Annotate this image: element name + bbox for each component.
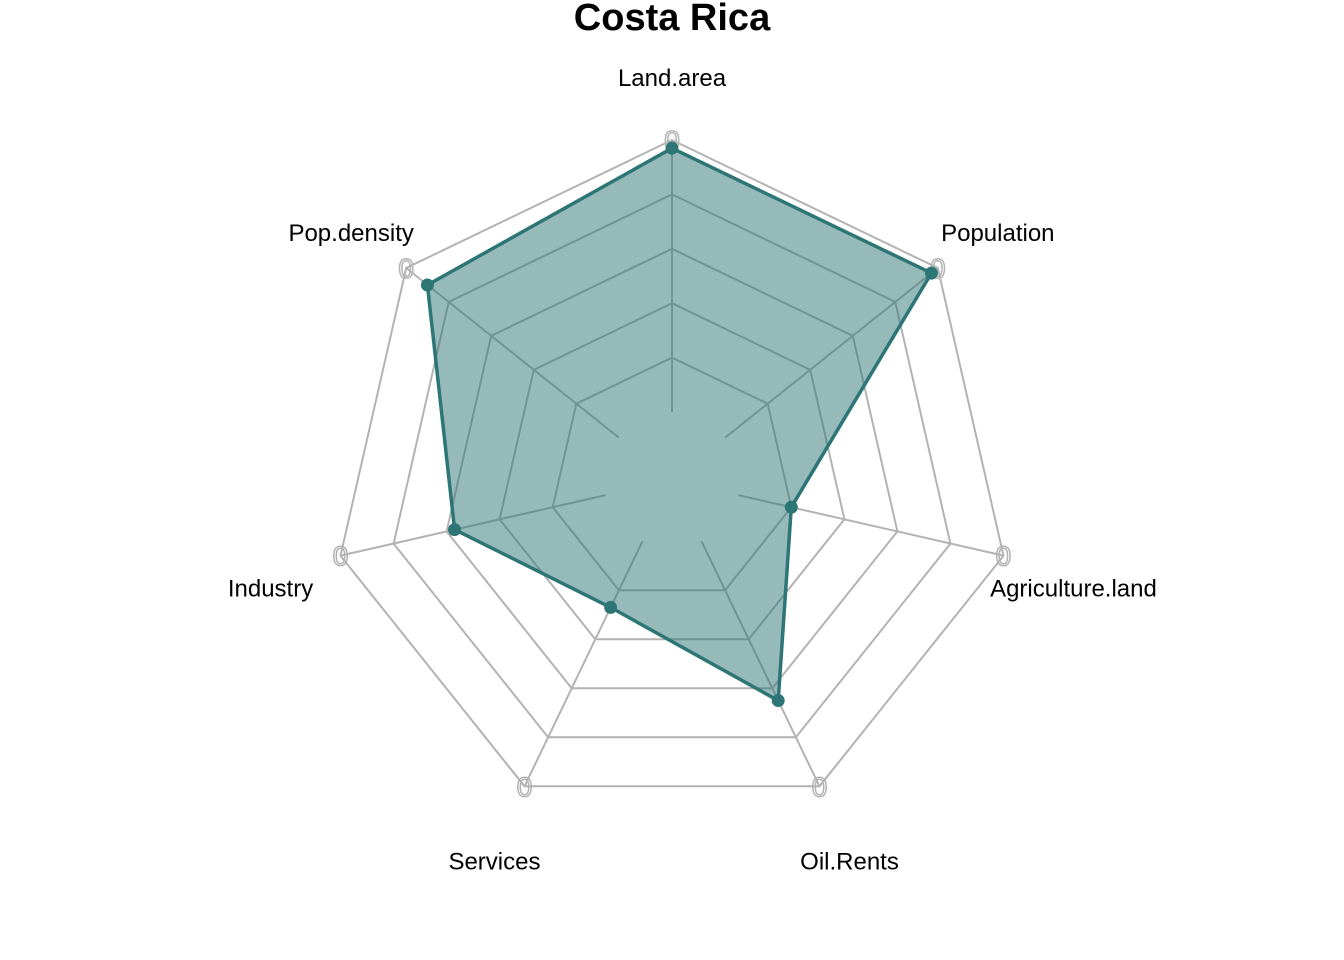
axis-label: Services [448,848,540,875]
chart-title: Costa Rica [574,0,771,39]
tick-label: 0 [398,253,414,284]
data-point [771,694,785,708]
axis-label: Pop.density [288,220,413,247]
axis-label: Population [941,220,1054,247]
tick-label: 0 [996,541,1012,572]
axis-label: Oil.Rents [800,848,899,875]
data-point [448,523,462,537]
tick-label: 0 [333,541,349,572]
radar-axis-labels: Land.area Population Agriculture.land Oil.R… [228,65,1157,875]
radar-series [420,141,938,708]
tick-label: 0 [517,771,533,802]
data-point [420,278,434,292]
data-point [604,600,618,614]
series-area [425,146,934,703]
grid-ring [339,138,1005,788]
tick-label: 0 [812,771,828,802]
data-point [784,500,798,514]
axis-label: Agriculture.land [990,576,1157,603]
data-point [665,141,679,155]
axis-label: Industry [228,576,313,603]
data-point [924,266,938,280]
axis-label: Land.area [618,65,727,92]
